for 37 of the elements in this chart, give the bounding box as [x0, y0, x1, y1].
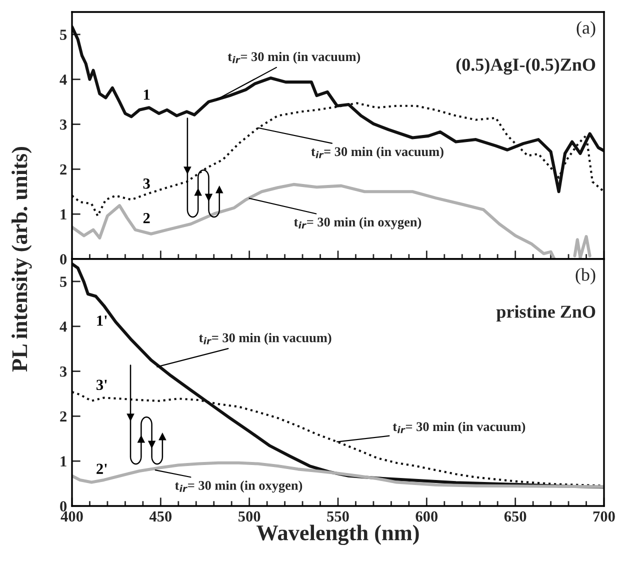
y-tick-label: 5 [60, 276, 67, 287]
annotation: t$_{ir}$= 30 min (in oxygen) [175, 480, 302, 493]
y-axis-title: PL intensity (arb. units) [12, 146, 32, 372]
y-tick-label: 3 [60, 119, 67, 130]
annotation: t$_{ir}$= 30 min (in oxygen) [294, 217, 422, 230]
y-tick-label: 5 [60, 30, 67, 40]
y-tick-label: 2 [60, 164, 66, 174]
x-tick-label: 450 [149, 511, 172, 522]
series-label: 3 [143, 178, 150, 189]
x-tick-label: 650 [504, 511, 526, 522]
series-label: 2' [96, 464, 107, 474]
x-tick-label: 550 [327, 511, 349, 522]
y-tick-label: 1 [60, 456, 66, 466]
series-label: 2 [143, 213, 150, 224]
x-tick-label: 600 [416, 511, 438, 522]
x-tick-label: 500 [238, 511, 260, 522]
x-tick-label: 400 [60, 511, 83, 522]
x-tick-label: 700 [593, 511, 615, 522]
y-tick-label: 3 [60, 366, 67, 377]
y-tick-label: 4 [60, 74, 67, 85]
annotation: pristine ZnO [496, 305, 596, 322]
annotation: t$_{ir}$= 30 min (in vacuum) [311, 146, 444, 159]
annotation: (b) [576, 268, 596, 284]
annotation: (0.5)AgI-(0.5)ZnO [456, 58, 596, 75]
y-tick-label: 2 [60, 411, 66, 422]
y-tick-label: 1 [60, 209, 66, 220]
annotation: t$_{ir}$= 30 min (in vacuum) [199, 332, 332, 345]
y-tick-label: 4 [60, 322, 67, 332]
y-tick-label: 0 [60, 501, 67, 512]
y-tick-label: 0 [60, 254, 67, 264]
annotation: (a) [576, 21, 596, 38]
series-label: 1' [97, 316, 107, 326]
x-axis-title: Wavelength (nm) [256, 524, 419, 546]
series-label: 1 [144, 90, 150, 100]
annotation: t$_{ir}$= 30 min (in vacuum) [392, 422, 526, 434]
series-label: 3' [96, 380, 107, 390]
annotation: t$_{ir}$= 30 min (in vacuum) [228, 52, 360, 64]
